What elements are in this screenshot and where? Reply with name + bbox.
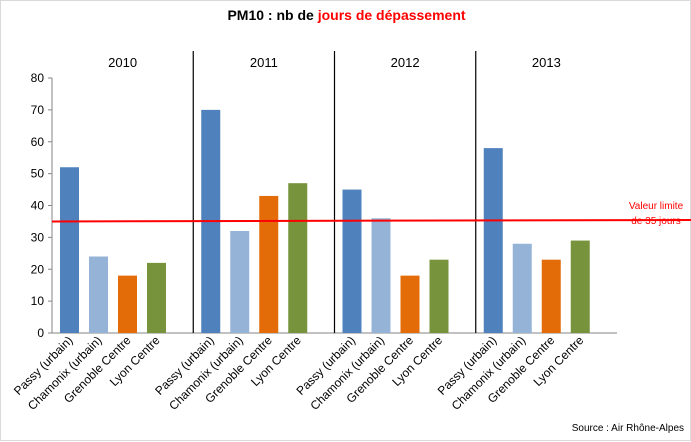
bar-2013-3 <box>541 259 561 333</box>
chart-title-highlight: jours de dépassement <box>317 7 466 23</box>
reference-line <box>51 218 691 223</box>
bar-2013-2 <box>512 243 532 333</box>
reference-line-label: Valeur limite <box>629 201 684 212</box>
bar-2012-4 <box>429 259 449 333</box>
bar-2011-2 <box>230 231 250 333</box>
y-tick-label: 10 <box>31 294 45 308</box>
y-tick-label: 40 <box>31 199 45 213</box>
bar-2010-2 <box>89 256 108 333</box>
source-note: Source : Air Rhône-Alpes <box>571 423 684 434</box>
y-tick-label: 70 <box>31 103 45 117</box>
bar-2010-1 <box>60 167 79 333</box>
bar-2010-4 <box>147 262 166 333</box>
group-label-2013: 2013 <box>532 55 561 70</box>
chart-title: PM10 : nb de jours de dépassement <box>1 7 691 23</box>
y-tick-label: 30 <box>31 230 45 244</box>
bar-2012-1 <box>342 189 362 333</box>
bar-2012-3 <box>400 275 420 333</box>
bar-2010-3 <box>118 275 137 333</box>
y-tick-label: 80 <box>31 71 45 85</box>
y-tick-label: 50 <box>31 167 45 181</box>
group-label-2010: 2010 <box>108 55 137 70</box>
bar-2013-1 <box>483 148 503 333</box>
bar-2012-2 <box>371 218 391 333</box>
group-label-2011: 2011 <box>250 55 278 70</box>
y-tick-label: 60 <box>31 135 45 149</box>
group-label-2012: 2012 <box>391 55 420 70</box>
y-tick-label: 20 <box>31 262 45 276</box>
y-tick-label: 0 <box>37 326 44 340</box>
bar-2013-4 <box>570 240 590 333</box>
reference-line-label: de 35 jours <box>631 216 680 227</box>
bar-2011-4 <box>288 183 308 333</box>
chart-title-prefix: PM10 : nb de <box>227 7 318 23</box>
bar-2011-3 <box>259 195 279 333</box>
